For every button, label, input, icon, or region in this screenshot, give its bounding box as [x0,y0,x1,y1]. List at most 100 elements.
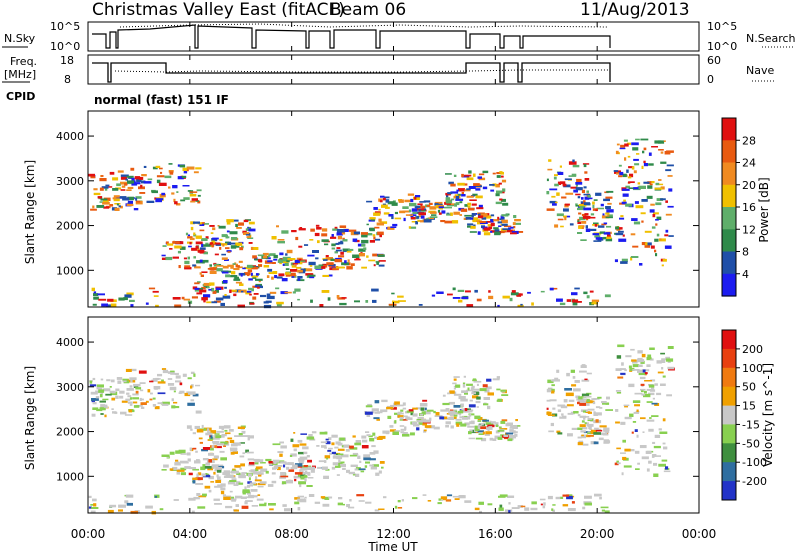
echo-cell [241,435,250,437]
echo-cell [631,359,637,362]
echo-cell [118,509,123,512]
echo-cell [666,394,672,397]
echo-cell [546,407,549,410]
echo-cell [345,449,350,452]
echo-cell [606,396,610,400]
echo-cell [331,442,335,446]
echo-cell [212,466,215,469]
echo-cell [390,226,397,228]
echo-cell [201,473,206,477]
echo-cell [96,408,103,412]
echo-cell [298,451,304,455]
echo-cell [512,222,516,226]
echo-cell [419,201,426,203]
echo-cell [655,202,662,206]
echo-cell [580,435,586,439]
echo-cell [322,503,330,507]
echo-cell [348,471,355,475]
echo-cell [325,438,329,441]
echo-cell [259,481,267,484]
y-tick-label: 2000 [56,426,84,439]
echo-cell [217,476,221,480]
echo-cell [630,257,633,261]
echo-cell [450,425,454,429]
echo-cell [155,198,164,201]
echo-cell [335,266,344,269]
echo-cell [623,199,626,202]
echo-cell [298,458,305,462]
echo-cell [277,451,284,453]
echo-cell [583,200,586,204]
echo-cell [294,259,300,264]
echo-cell [508,510,511,514]
echo-cell [278,273,285,277]
echo-cell [520,303,523,306]
echo-cell [445,408,450,412]
colorbar-swatch [722,481,736,501]
echo-cell [285,268,290,270]
echo-cell [497,216,500,220]
echo-cell [655,219,659,221]
echo-cell [551,508,554,511]
echo-cell [172,241,180,244]
echo-cell [194,287,200,291]
echo-cell [184,466,191,469]
echo-cell [470,420,475,424]
echo-cell [269,253,276,256]
echo-cell [371,288,379,292]
echo-cell [460,398,468,402]
echo-cell [101,303,108,307]
echo-cell [219,450,225,453]
echo-cell [135,197,138,201]
echo-cell [180,472,186,476]
echo-cell [202,493,207,497]
colorbar-swatch [722,330,736,350]
echo-cell [388,303,397,306]
echo-cell [98,298,107,301]
echo-cell [420,407,425,411]
echo-cell [247,481,252,484]
echo-cell [253,293,259,295]
echo-cell [214,485,222,488]
echo-cell [230,275,238,278]
echo-cell [324,243,329,246]
echo-cell [279,252,284,256]
echo-cell [408,226,411,229]
echo-cell [299,456,308,460]
echo-cell [246,236,251,238]
echo-cell [460,397,464,400]
echo-cell [618,230,624,233]
echo-cell [245,496,249,499]
echo-cell [590,441,597,445]
echo-cell [471,388,480,391]
echo-cell [361,266,367,269]
echo-cell [473,380,482,383]
echo-cell [641,165,644,169]
echo-cell [641,393,646,396]
echo-cell [141,174,147,177]
echo-cell [355,440,361,444]
echo-cell [151,379,158,382]
echo-cell [445,173,452,175]
echo-cell [189,191,198,193]
echo-cell [327,297,331,301]
echo-cell [658,428,662,431]
sky-tick-top-right: 10^5 [707,20,737,33]
echo-cell [234,245,240,248]
echo-cell [459,495,465,498]
echo-cell [431,294,436,297]
echo-cell [213,498,220,501]
echo-cell [189,193,197,197]
echo-cell [300,433,307,435]
echo-cell [286,260,290,263]
echo-cell [193,221,200,224]
echo-cell [564,216,567,221]
echo-cell [411,421,417,425]
echo-cell [126,292,134,296]
echo-cell [520,505,526,508]
echo-cell [134,176,141,180]
velocity-frame [87,316,700,514]
echo-cell [496,190,503,194]
echo-cell [409,226,417,229]
echo-cell [648,428,654,432]
